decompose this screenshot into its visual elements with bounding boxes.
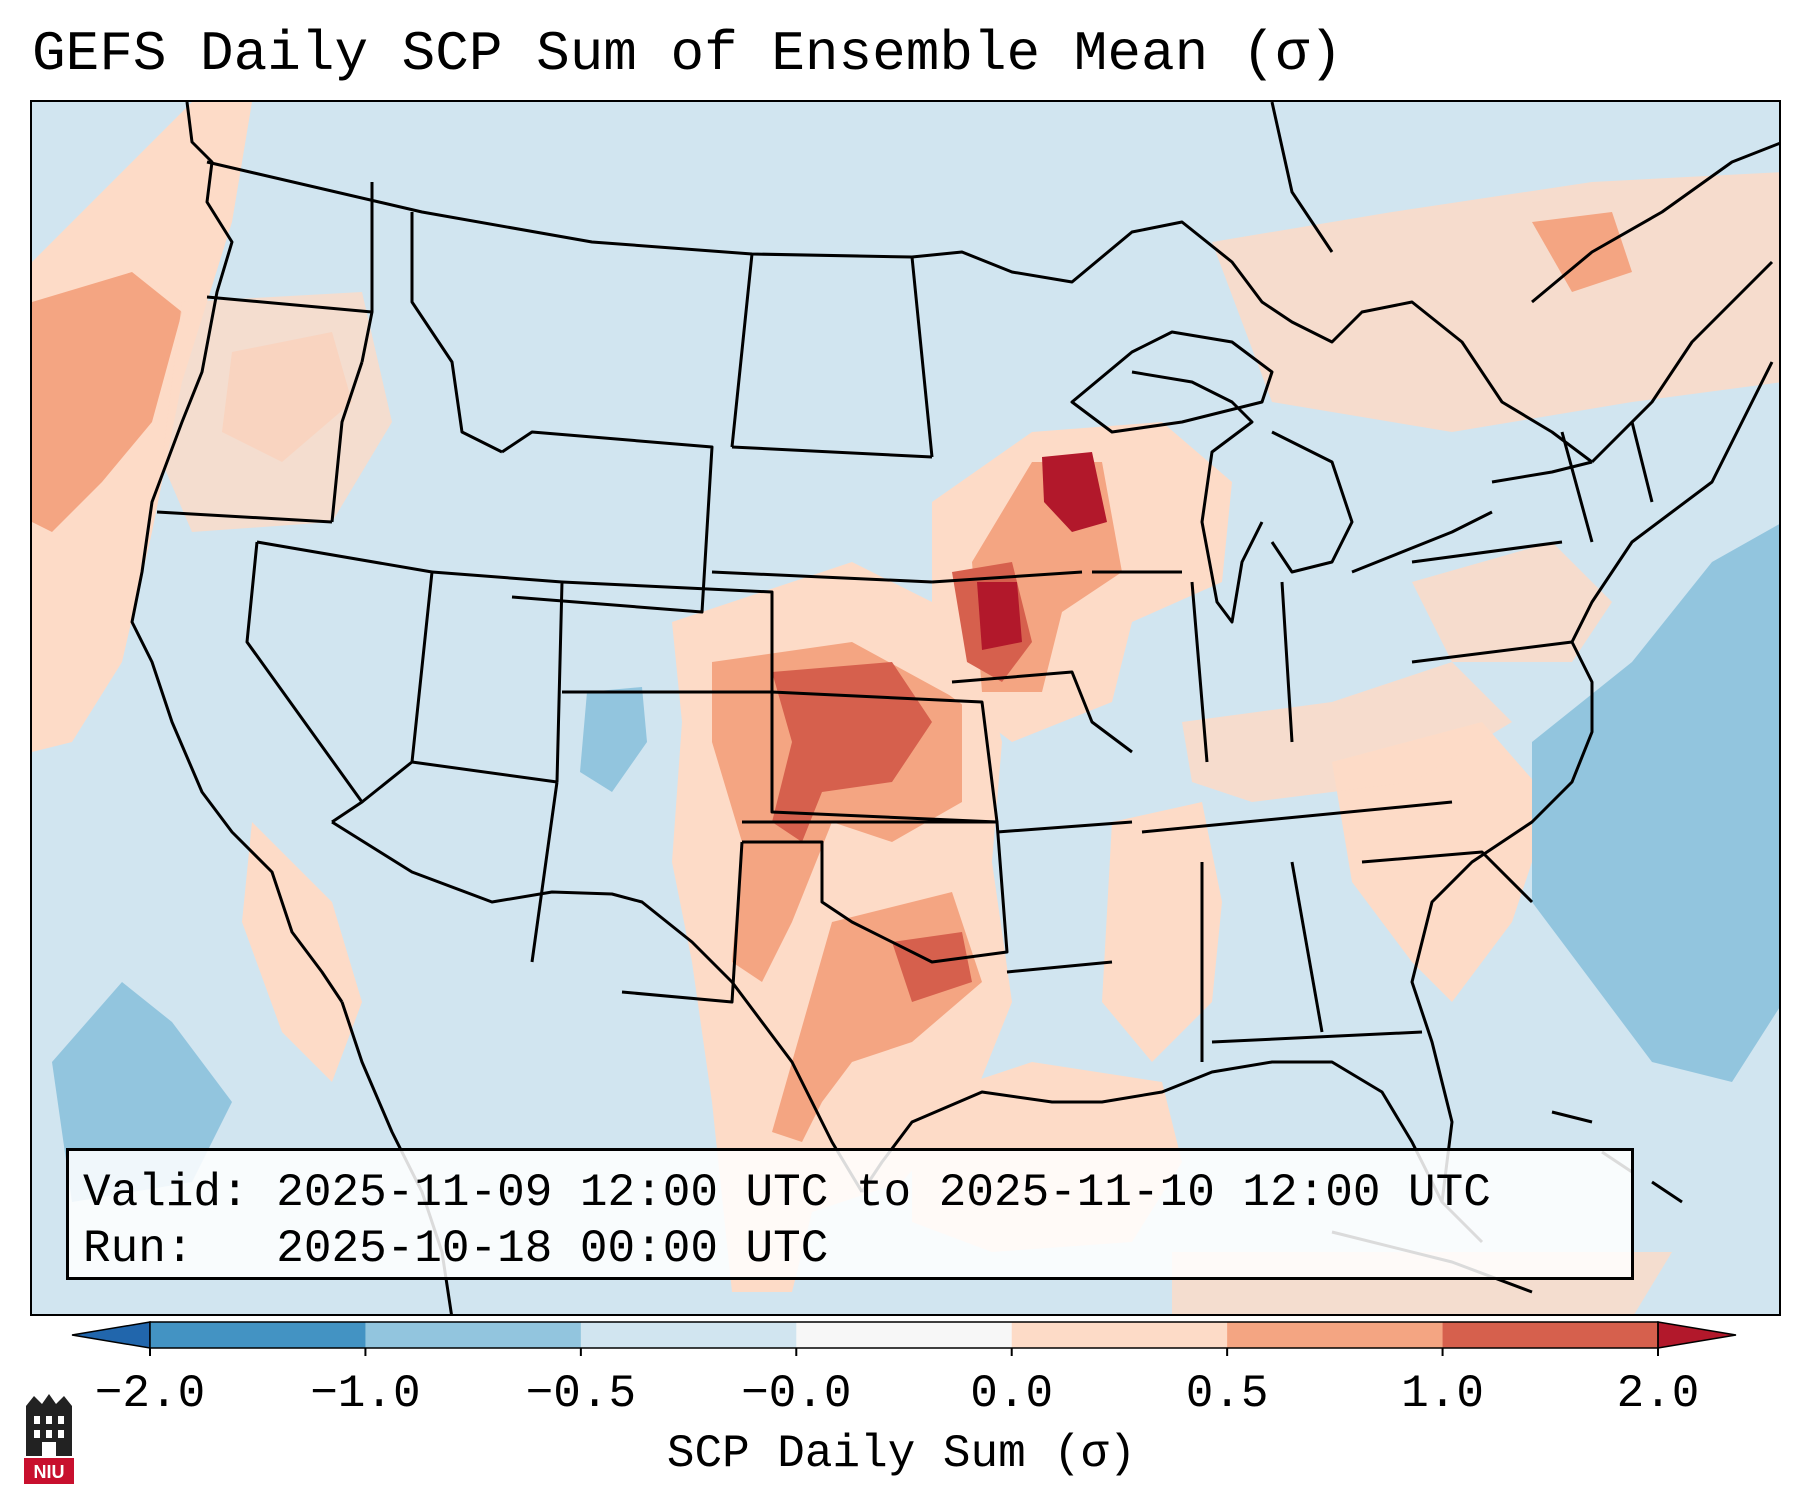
map-frame (30, 100, 1781, 1316)
colorbar-tick-label: 0.5 (1186, 1368, 1269, 1420)
us-canada-border (206, 160, 1593, 464)
colorbar-bin (796, 1322, 1013, 1348)
colorbar-label: SCP Daily Sum (σ) (666, 1428, 1137, 1480)
shade-colorado-minimum (580, 687, 647, 792)
state-co-ks-ne (561, 580, 774, 694)
shade-northeast-canada (1212, 172, 1779, 432)
state-nd-mn (910, 256, 934, 458)
colorbar: −2.0 −1.0 −0.5 −0.0 0.0 0.5 1.0 2.0 (71, 1321, 1737, 1420)
shade-iowa-strong (977, 582, 1022, 650)
state-ga-fl (1211, 1030, 1423, 1044)
shade-mississippi-valley (1102, 802, 1222, 1062)
valid-label: Valid: (83, 1167, 249, 1219)
valid-time: 2025-11-09 12:00 UTC to 2025-11-10 12:00… (276, 1167, 1491, 1219)
run-line: Run: 2025-10-18 00:00 UTC (83, 1221, 1617, 1277)
state-al-ga (1290, 861, 1324, 1033)
shade-quebec-strong (1532, 212, 1632, 292)
valid-run-info-box: Valid: 2025-11-09 12:00 UTC to 2025-11-1… (66, 1148, 1634, 1280)
gulf-coastline (860, 1060, 1484, 1244)
great-lakes-erie-ontario (1351, 460, 1593, 574)
shade-southwest-coast (242, 822, 362, 1082)
colorbar-tick-label: 1.0 (1401, 1368, 1484, 1420)
state-new-england (1560, 421, 1654, 543)
state-nd-sd (731, 445, 933, 459)
st-lawrence (1590, 260, 1774, 464)
run-label: Run: (83, 1223, 194, 1275)
state-ia-mo (951, 670, 1133, 754)
shade-southern-plains-strong (772, 662, 932, 842)
shade-ohio-valley (1182, 662, 1512, 802)
colorbar-bin (365, 1322, 582, 1348)
state-ky-tn (1141, 800, 1453, 834)
state-az-nm (530, 781, 559, 963)
us-mexico-border (331, 820, 864, 1193)
great-lakes-superior (1070, 330, 1274, 434)
state-pa-md (1411, 640, 1573, 664)
run-time: 2025-10-18 00:00 UTC (276, 1223, 829, 1275)
shade-pacific-northwest-light (162, 292, 392, 532)
logo-text: NIU (34, 1462, 65, 1482)
colorbar-bin (1442, 1322, 1659, 1348)
state-or-id (330, 361, 364, 523)
political-borders (130, 102, 1779, 1314)
shade-north-texas-strong (892, 932, 972, 1002)
state-wa-id (360, 182, 374, 363)
valid-line: Valid: 2025-11-09 12:00 UTC to 2025-11-1… (83, 1165, 1617, 1221)
state-or-ca (156, 510, 333, 524)
state-in-oh (1280, 581, 1294, 743)
state-mo-ar (996, 820, 1133, 834)
shade-west-coast-offshore-strong (32, 272, 182, 532)
colorbar-bin (580, 1322, 797, 1348)
colorbar-tick-label: 0.0 (970, 1368, 1053, 1420)
state-ca-nv (245, 541, 364, 824)
colorbar-over-arrow (1657, 1321, 1737, 1349)
state-nc-sc (1361, 850, 1534, 904)
colorbar-outline (149, 1321, 1659, 1349)
colorbar-bin (150, 1322, 366, 1348)
state-mt-nd (730, 253, 754, 448)
state-wy (501, 430, 714, 614)
colorbar-bin (1227, 1322, 1444, 1348)
state-il-in (1190, 581, 1209, 763)
colorbar-tick-label: −1.0 (310, 1368, 420, 1420)
state-pa-ny (1411, 540, 1563, 564)
state-ut-co (431, 570, 564, 783)
great-lakes-michigan (1131, 370, 1264, 624)
great-lakes-huron (1270, 430, 1354, 574)
state-ut-az (361, 760, 558, 804)
shade-northeast (1412, 542, 1612, 662)
niu-logo: NIU (24, 1394, 74, 1484)
shade-wisconsin-strong (1042, 452, 1107, 532)
shade-atlantic-offshore (1532, 524, 1779, 1082)
colorbar-tick-label: −2.0 (95, 1368, 205, 1420)
colorbar-tick-label: 2.0 (1617, 1368, 1700, 1420)
colorbar-tick-label: −0.5 (526, 1368, 636, 1420)
state-nm-tx (621, 841, 744, 1004)
chart-title: GEFS Daily SCP Sum of Ensemble Mean (σ) (32, 22, 1343, 86)
colorbar-segments (71, 1321, 1737, 1349)
state-mn-ia (931, 570, 1083, 584)
state-nv-id-ut (256, 540, 434, 763)
logo-tower-icon (26, 1394, 72, 1456)
colorbar-ticks: −2.0 −1.0 −0.5 −0.0 0.0 0.5 1.0 2.0 (95, 1348, 1700, 1420)
state-ar-la (1006, 960, 1113, 974)
colorbar-under-arrow (71, 1321, 151, 1349)
coastline-west (130, 102, 344, 1003)
colorbar-tick-label: −0.0 (741, 1368, 851, 1420)
state-ok (742, 820, 1009, 964)
shade-southeast (1332, 722, 1552, 1002)
colorbar-bin (1011, 1322, 1228, 1348)
state-id-mt (410, 212, 503, 454)
state-or-wa (206, 295, 373, 314)
conus-map (32, 102, 1779, 1314)
shade-pacific-offshore-southwest (52, 982, 232, 1202)
hudson-bay-coast (1270, 102, 1779, 304)
state-sd-ne (711, 570, 933, 584)
atlantic-coastline (1410, 361, 1774, 1203)
